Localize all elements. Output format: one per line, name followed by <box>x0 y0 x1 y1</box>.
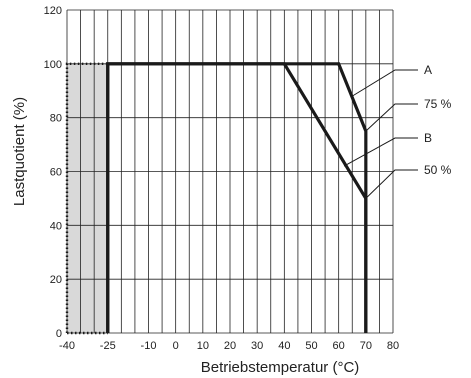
x-axis-title: Betriebstemperatur (°C) <box>201 359 360 376</box>
x-tick-label: 30 <box>251 340 263 352</box>
y-tick-label: 0 <box>56 328 62 340</box>
annotation-label: A <box>424 63 432 77</box>
series-line-b <box>106 62 368 333</box>
y-tick-label: 20 <box>50 274 62 286</box>
x-tick-label: -40 <box>59 340 75 352</box>
x-tick-label: 0 <box>173 340 179 352</box>
y-tick-label: 100 <box>44 59 62 71</box>
x-tick-label: -25 <box>100 340 116 352</box>
shaded-region <box>67 63 108 333</box>
y-axis-title: Lastquotient (%) <box>11 97 28 206</box>
y-tick-label: 40 <box>50 220 62 232</box>
x-tick-label: -10 <box>141 340 157 352</box>
x-tick-label: 60 <box>333 340 345 352</box>
annotation-leader <box>343 137 418 167</box>
x-tick-label: 40 <box>278 340 290 352</box>
annotation-label: 75 % <box>424 97 452 111</box>
annotation-leader <box>365 169 418 199</box>
y-tick-label: 120 <box>44 5 62 17</box>
annotation-leader <box>351 69 418 97</box>
x-tick-label: 20 <box>224 340 236 352</box>
annotation-label: 50 % <box>424 163 452 177</box>
x-tick-label: 70 <box>360 340 372 352</box>
x-tick-label: 50 <box>305 340 317 352</box>
series-line-a <box>106 62 368 333</box>
x-tick-label: 80 <box>387 340 399 352</box>
annotation-label: B <box>424 131 432 145</box>
y-tick-label: 60 <box>50 167 62 179</box>
annotation-leader <box>365 103 418 132</box>
x-tick-label: 10 <box>197 340 209 352</box>
y-tick-label: 80 <box>50 113 62 125</box>
shaded-region-dotted-border <box>65 62 108 333</box>
